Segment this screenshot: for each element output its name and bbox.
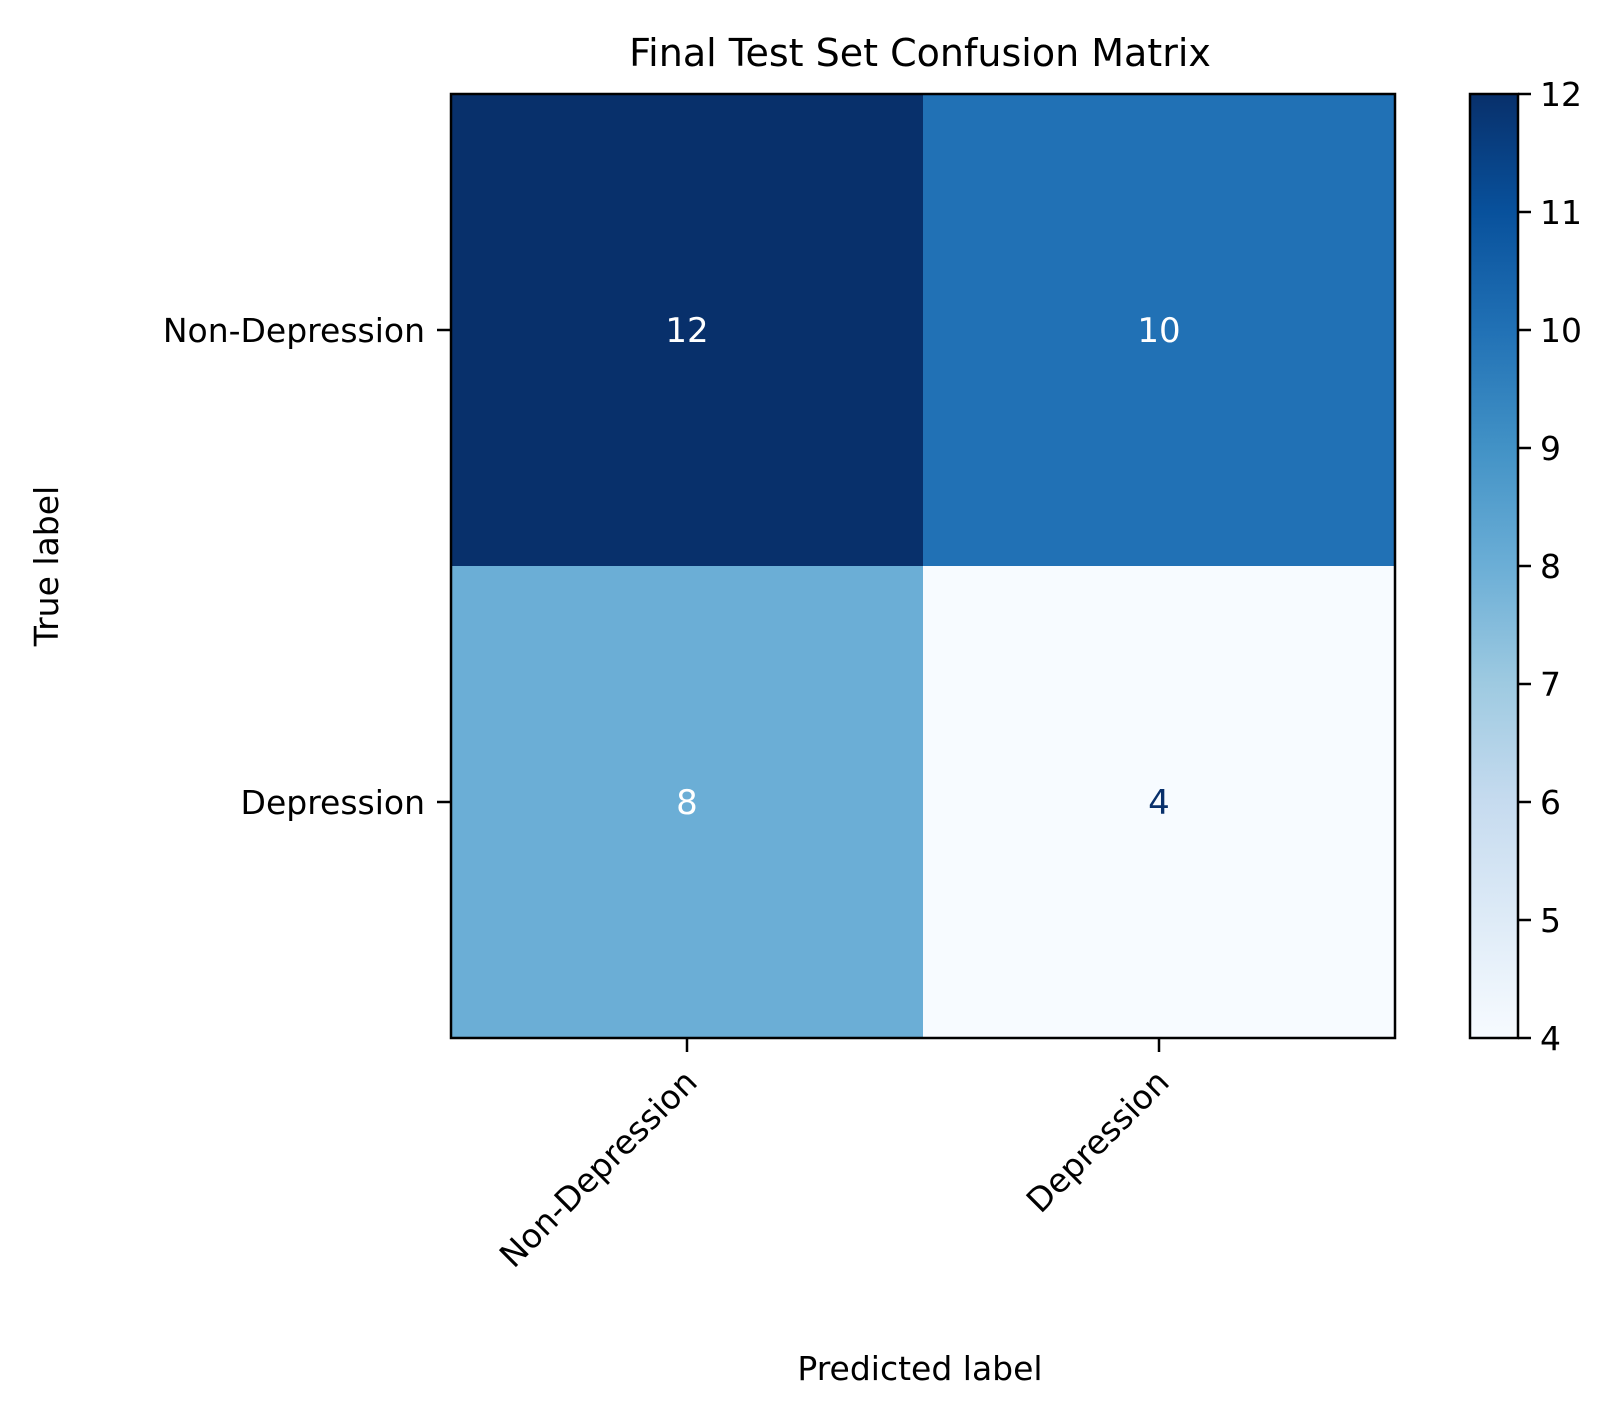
colorbar-tick-label: 6 bbox=[1540, 783, 1561, 822]
x-tick-label: Non-Depression bbox=[492, 1062, 705, 1275]
cell-value-label: 8 bbox=[676, 783, 698, 823]
colorbar-tick-label: 8 bbox=[1540, 547, 1561, 586]
colorbar-tick-label: 5 bbox=[1540, 901, 1561, 940]
x-tick-label: Depression bbox=[1019, 1062, 1177, 1220]
plot-frame bbox=[449, 92, 1397, 1040]
colorbar-tick-label: 11 bbox=[1540, 193, 1582, 232]
y-axis: Non-Depression Depression bbox=[163, 311, 451, 822]
heatmap-cell bbox=[923, 94, 1395, 566]
y-tick-label: Depression bbox=[241, 783, 425, 822]
colorbar-tick-label: 4 bbox=[1540, 1019, 1561, 1058]
cell-value-labels: 12 10 8 4 bbox=[665, 311, 1180, 823]
chart-title: Final Test Set Confusion Matrix bbox=[629, 31, 1211, 75]
cell-value-label: 10 bbox=[1137, 311, 1180, 351]
cell-value-label: 4 bbox=[1148, 783, 1170, 823]
colorbar-tick-label: 9 bbox=[1540, 429, 1561, 468]
y-tick-label: Non-Depression bbox=[163, 311, 425, 350]
colorbar-tick-label: 10 bbox=[1540, 311, 1582, 350]
x-axis-label: Predicted label bbox=[797, 1349, 1042, 1388]
heatmap-cell bbox=[451, 94, 923, 566]
colorbar-tick-label: 7 bbox=[1540, 665, 1561, 704]
colorbar bbox=[1468, 92, 1520, 1040]
x-axis: Non-Depression Depression bbox=[492, 1038, 1177, 1275]
cell-value-label: 12 bbox=[665, 311, 708, 351]
y-axis-label: True label bbox=[27, 486, 66, 647]
heatmap-cell bbox=[451, 566, 923, 1038]
heatmap-cell bbox=[923, 566, 1395, 1038]
colorbar-ticks: 4 5 6 7 8 9 10 11 12 bbox=[1518, 75, 1582, 1058]
heatmap-cells bbox=[451, 94, 1395, 1038]
colorbar-tick-label: 12 bbox=[1540, 75, 1582, 114]
